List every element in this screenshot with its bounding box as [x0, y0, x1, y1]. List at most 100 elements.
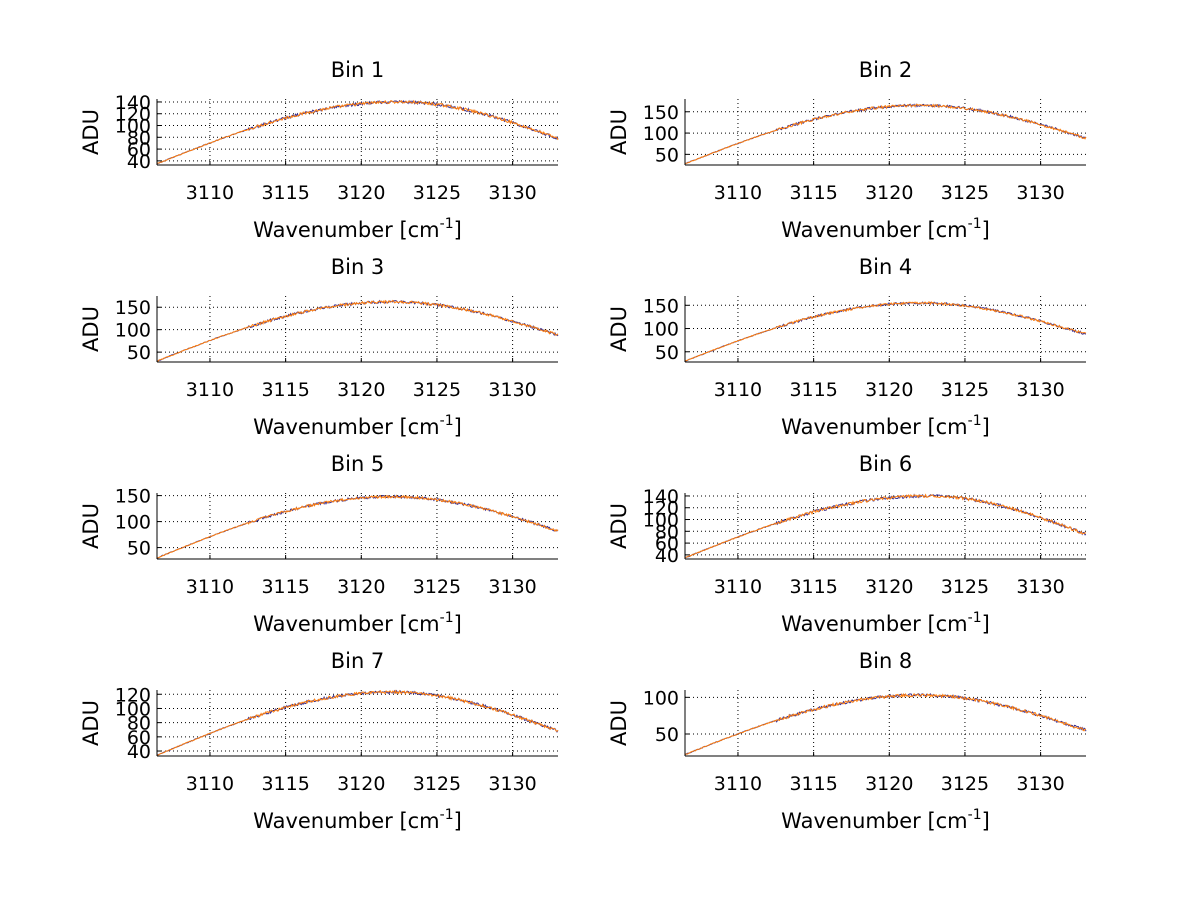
x-tick-label: 3110 [714, 576, 762, 598]
x-tick-label: 3125 [941, 576, 989, 598]
x-tick-label: 3130 [488, 182, 536, 204]
x-tick-label: 3125 [413, 773, 461, 795]
series-line-primary [157, 494, 559, 559]
y-tick-label: 120 [115, 104, 151, 126]
y-tick-label: 40 [127, 741, 151, 763]
y-tick-label: 120 [643, 498, 679, 520]
y-tick-label: 80 [127, 127, 151, 149]
x-tick-label: 3115 [789, 182, 837, 204]
x-tick-label: 3130 [488, 576, 536, 598]
y-axis-label: ADU [79, 109, 103, 155]
x-tick-label: 3125 [413, 379, 461, 401]
chart-title: Bin 2 [859, 58, 913, 82]
y-tick-label: 100 [115, 698, 151, 720]
y-tick-label: 150 [643, 102, 679, 124]
x-tick-label: 3130 [488, 379, 536, 401]
y-tick-label: 40 [127, 151, 151, 173]
y-tick-label: 50 [655, 144, 679, 166]
chart-title: Bin 4 [859, 255, 913, 279]
y-tick-label: 150 [115, 486, 151, 508]
x-tick-label: 3120 [337, 182, 385, 204]
x-tick-label: 3110 [714, 379, 762, 401]
series-line-primary [684, 493, 1087, 559]
x-tick-label: 3120 [337, 576, 385, 598]
x-tick-label: 3115 [261, 773, 309, 795]
y-tick-label: 80 [127, 713, 151, 735]
series-line-primary [684, 301, 1087, 362]
chart-title: Bin 8 [859, 649, 913, 673]
series-line-primary [156, 689, 559, 756]
x-tick-label: 3110 [186, 773, 234, 795]
y-tick-label: 140 [115, 92, 151, 114]
chart-title: Bin 3 [331, 255, 385, 279]
chart-title: Bin 1 [331, 58, 385, 82]
chart-title: Bin 6 [859, 452, 913, 476]
y-tick-label: 80 [655, 521, 679, 543]
y-tick-label: 50 [127, 538, 151, 560]
x-axis-label: Wavenumber [cm-1] [781, 610, 990, 636]
y-tick-label: 100 [643, 319, 679, 341]
x-tick-label: 3115 [261, 379, 309, 401]
y-axis-label: ADU [607, 700, 631, 746]
chart-title: Bin 5 [331, 452, 385, 476]
y-axis-label: ADU [79, 700, 103, 746]
x-axis-label: Wavenumber [cm-1] [253, 413, 462, 439]
x-tick-label: 3110 [186, 182, 234, 204]
x-tick-label: 3115 [789, 773, 837, 795]
y-tick-label: 60 [127, 727, 151, 749]
y-tick-label: 100 [643, 123, 679, 145]
x-axis-label: Wavenumber [cm-1] [781, 216, 990, 242]
series-line-primary [156, 99, 559, 165]
x-tick-label: 3130 [1016, 379, 1064, 401]
x-axis-label: Wavenumber [cm-1] [781, 807, 990, 833]
x-axis-label: Wavenumber [cm-1] [253, 610, 462, 636]
y-tick-label: 60 [655, 533, 679, 555]
y-tick-label: 150 [115, 297, 151, 319]
x-tick-label: 3115 [789, 576, 837, 598]
subplot-bin-5: Bin 5 3110 3115 3120 3125 3130 50 100 150 ADU Wave… [79, 452, 559, 636]
x-tick-label: 3125 [413, 576, 461, 598]
subplot-bin-6: Bin 6 3110 3115 3120 3125 3130 406080100120140… [607, 452, 1087, 636]
y-tick-label: 140 [643, 486, 679, 508]
x-tick-label: 3120 [865, 379, 913, 401]
subplot-bin-1: Bin 1 3110 3115 3120 3125 3130 406080100120140… [79, 58, 559, 242]
y-tick-label: 100 [115, 320, 151, 342]
y-axis-label: ADU [79, 503, 103, 549]
y-axis-label: ADU [79, 306, 103, 352]
y-axis-label: ADU [607, 306, 631, 352]
x-tick-label: 3130 [1016, 182, 1064, 204]
subplot-bin-8: Bin 8 3110 3115 3120 3125 3130 50 100 ADU Wavenum… [607, 649, 1087, 833]
series-line-primary [684, 103, 1087, 165]
x-tick-label: 3120 [865, 576, 913, 598]
y-tick-label: 50 [655, 724, 679, 746]
y-axis-label: ADU [607, 109, 631, 155]
series-line-primary [156, 299, 559, 362]
x-tick-label: 3120 [865, 773, 913, 795]
x-tick-label: 3130 [1016, 773, 1064, 795]
y-axis-label: ADU [607, 503, 631, 549]
y-tick-label: 150 [643, 295, 679, 317]
x-axis-label: Wavenumber [cm-1] [781, 413, 990, 439]
x-tick-label: 3125 [941, 773, 989, 795]
y-tick-label: 40 [655, 545, 679, 567]
y-tick-label: 120 [115, 684, 151, 706]
y-tick-label: 100 [115, 116, 151, 138]
x-tick-label: 3125 [941, 379, 989, 401]
x-tick-label: 3125 [413, 182, 461, 204]
y-tick-label: 60 [127, 139, 151, 161]
x-tick-label: 3125 [941, 182, 989, 204]
x-tick-label: 3120 [865, 182, 913, 204]
y-tick-label: 100 [115, 512, 151, 534]
series-line-primary [684, 692, 1087, 755]
x-tick-label: 3115 [789, 379, 837, 401]
x-axis-label: Wavenumber [cm-1] [253, 216, 462, 242]
x-tick-label: 3130 [488, 773, 536, 795]
chart-title: Bin 7 [331, 649, 385, 673]
x-tick-label: 3115 [261, 576, 309, 598]
